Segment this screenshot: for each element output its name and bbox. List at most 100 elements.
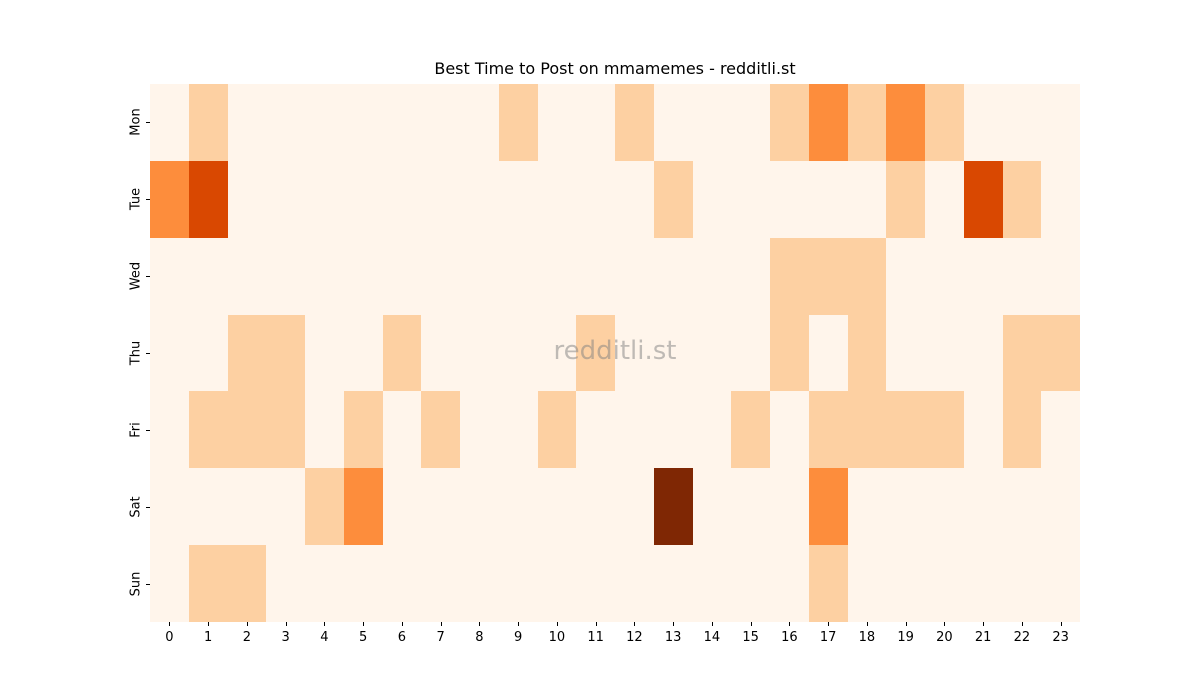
heatmap-cell: [1041, 160, 1080, 238]
heatmap-cell: [770, 237, 809, 315]
heatmap-cell: [576, 314, 615, 392]
heatmap-cell: [227, 468, 267, 546]
x-tick: [789, 622, 791, 626]
heatmap-cell: [615, 160, 654, 238]
heatmap-cell: [653, 314, 693, 392]
heatmap-cell: [925, 160, 964, 238]
heatmap-cell: [266, 84, 305, 161]
heatmap-cell: [925, 314, 964, 392]
heatmap-cell: [886, 84, 925, 161]
x-tick-label: 11: [587, 630, 604, 645]
heatmap-cell: [266, 545, 305, 622]
heatmap-cell: [847, 545, 887, 622]
heatmap-cell: [227, 237, 267, 315]
heatmap-cell: [227, 545, 267, 622]
heatmap-cell: [537, 314, 577, 392]
x-tick: [285, 622, 287, 626]
x-tick: [246, 622, 248, 626]
heatmap-cell: [305, 84, 344, 161]
x-tick: [169, 622, 171, 626]
heatmap-cell: [963, 391, 1003, 469]
heatmap-cell: [925, 545, 964, 622]
x-tick: [401, 622, 403, 626]
heatmap-cell: [731, 84, 770, 161]
heatmap-cell: [498, 391, 538, 469]
x-tick-label: 6: [397, 630, 407, 645]
heatmap-cell: [886, 545, 925, 622]
heatmap-cell: [653, 468, 693, 546]
x-tick: [208, 622, 210, 626]
x-tick-label: 19: [897, 630, 914, 645]
heatmap-cell: [498, 160, 538, 238]
heatmap-cell: [731, 237, 770, 315]
heatmap-cell: [537, 468, 577, 546]
heatmap-cell: [305, 160, 344, 238]
heatmap-cell: [925, 391, 964, 469]
heatmap-cell: [537, 237, 577, 315]
heatmap-cell: [692, 545, 732, 622]
y-tick: [146, 199, 150, 201]
x-tick-label: 21: [974, 630, 992, 645]
heatmap-cell: [421, 160, 460, 238]
heatmap-cell: [886, 314, 925, 392]
heatmap-cell: [150, 391, 189, 469]
y-tick: [146, 506, 150, 508]
heatmap-cell: [460, 468, 499, 546]
heatmap-cell: [1002, 545, 1042, 622]
x-tick: [750, 622, 752, 626]
heatmap-cell: [188, 84, 228, 161]
y-tick-label: Sat: [128, 496, 144, 518]
x-tick-label: 7: [436, 630, 445, 645]
x-tick: [711, 622, 713, 626]
heatmap-cell: [537, 391, 577, 469]
heatmap-cell: [847, 314, 887, 392]
heatmap-cell: [150, 314, 189, 392]
x-tick-label: 23: [1052, 630, 1069, 645]
heatmap-cell: [615, 545, 654, 622]
x-tick-label: 10: [548, 630, 566, 645]
heatmap-cell: [1041, 237, 1080, 315]
x-tick-label: 0: [165, 630, 174, 645]
heatmap-cell: [1041, 391, 1080, 469]
heatmap-cell: [498, 237, 538, 315]
x-tick: [518, 622, 520, 626]
heatmap-cell: [731, 545, 770, 622]
heatmap-cell: [460, 391, 499, 469]
x-tick: [1021, 622, 1023, 626]
x-tick: [440, 622, 442, 626]
heatmap-cell: [963, 545, 1003, 622]
x-tick: [634, 622, 636, 626]
heatmap-cell: [731, 468, 770, 546]
heatmap-cell: [692, 237, 732, 315]
heatmap-cell: [770, 314, 809, 392]
heatmap-cell: [886, 391, 925, 469]
heatmap-cell: [808, 160, 848, 238]
heatmap-grid: [150, 84, 1080, 622]
heatmap-cell: [731, 160, 770, 238]
heatmap-cell: [770, 391, 809, 469]
x-tick-label: 16: [781, 630, 798, 645]
heatmap-cell: [227, 160, 267, 238]
heatmap-cell: [150, 160, 189, 238]
heatmap-cell: [382, 314, 422, 392]
heatmap-cell: [266, 314, 305, 392]
x-tick-label: 1: [203, 630, 213, 645]
y-tick: [146, 122, 150, 124]
heatmap-cell: [1002, 468, 1042, 546]
x-tick-label: 2: [242, 630, 252, 645]
x-tick: [673, 622, 675, 626]
heatmap-cell: [498, 84, 538, 161]
x-tick-label: 15: [742, 630, 759, 645]
y-tick: [146, 353, 150, 354]
heatmap-cell: [808, 84, 848, 161]
heatmap-cell: [498, 545, 538, 622]
x-tick-label: 3: [281, 630, 290, 645]
y-tick-label: Tue: [128, 188, 144, 211]
heatmap-cell: [847, 160, 887, 238]
x-tick: [1060, 622, 1062, 626]
heatmap-cell: [847, 237, 887, 315]
heatmap-cell: [886, 468, 925, 546]
heatmap-cell: [421, 84, 460, 161]
heatmap-cell: [343, 84, 383, 161]
heatmap-cell: [343, 545, 383, 622]
